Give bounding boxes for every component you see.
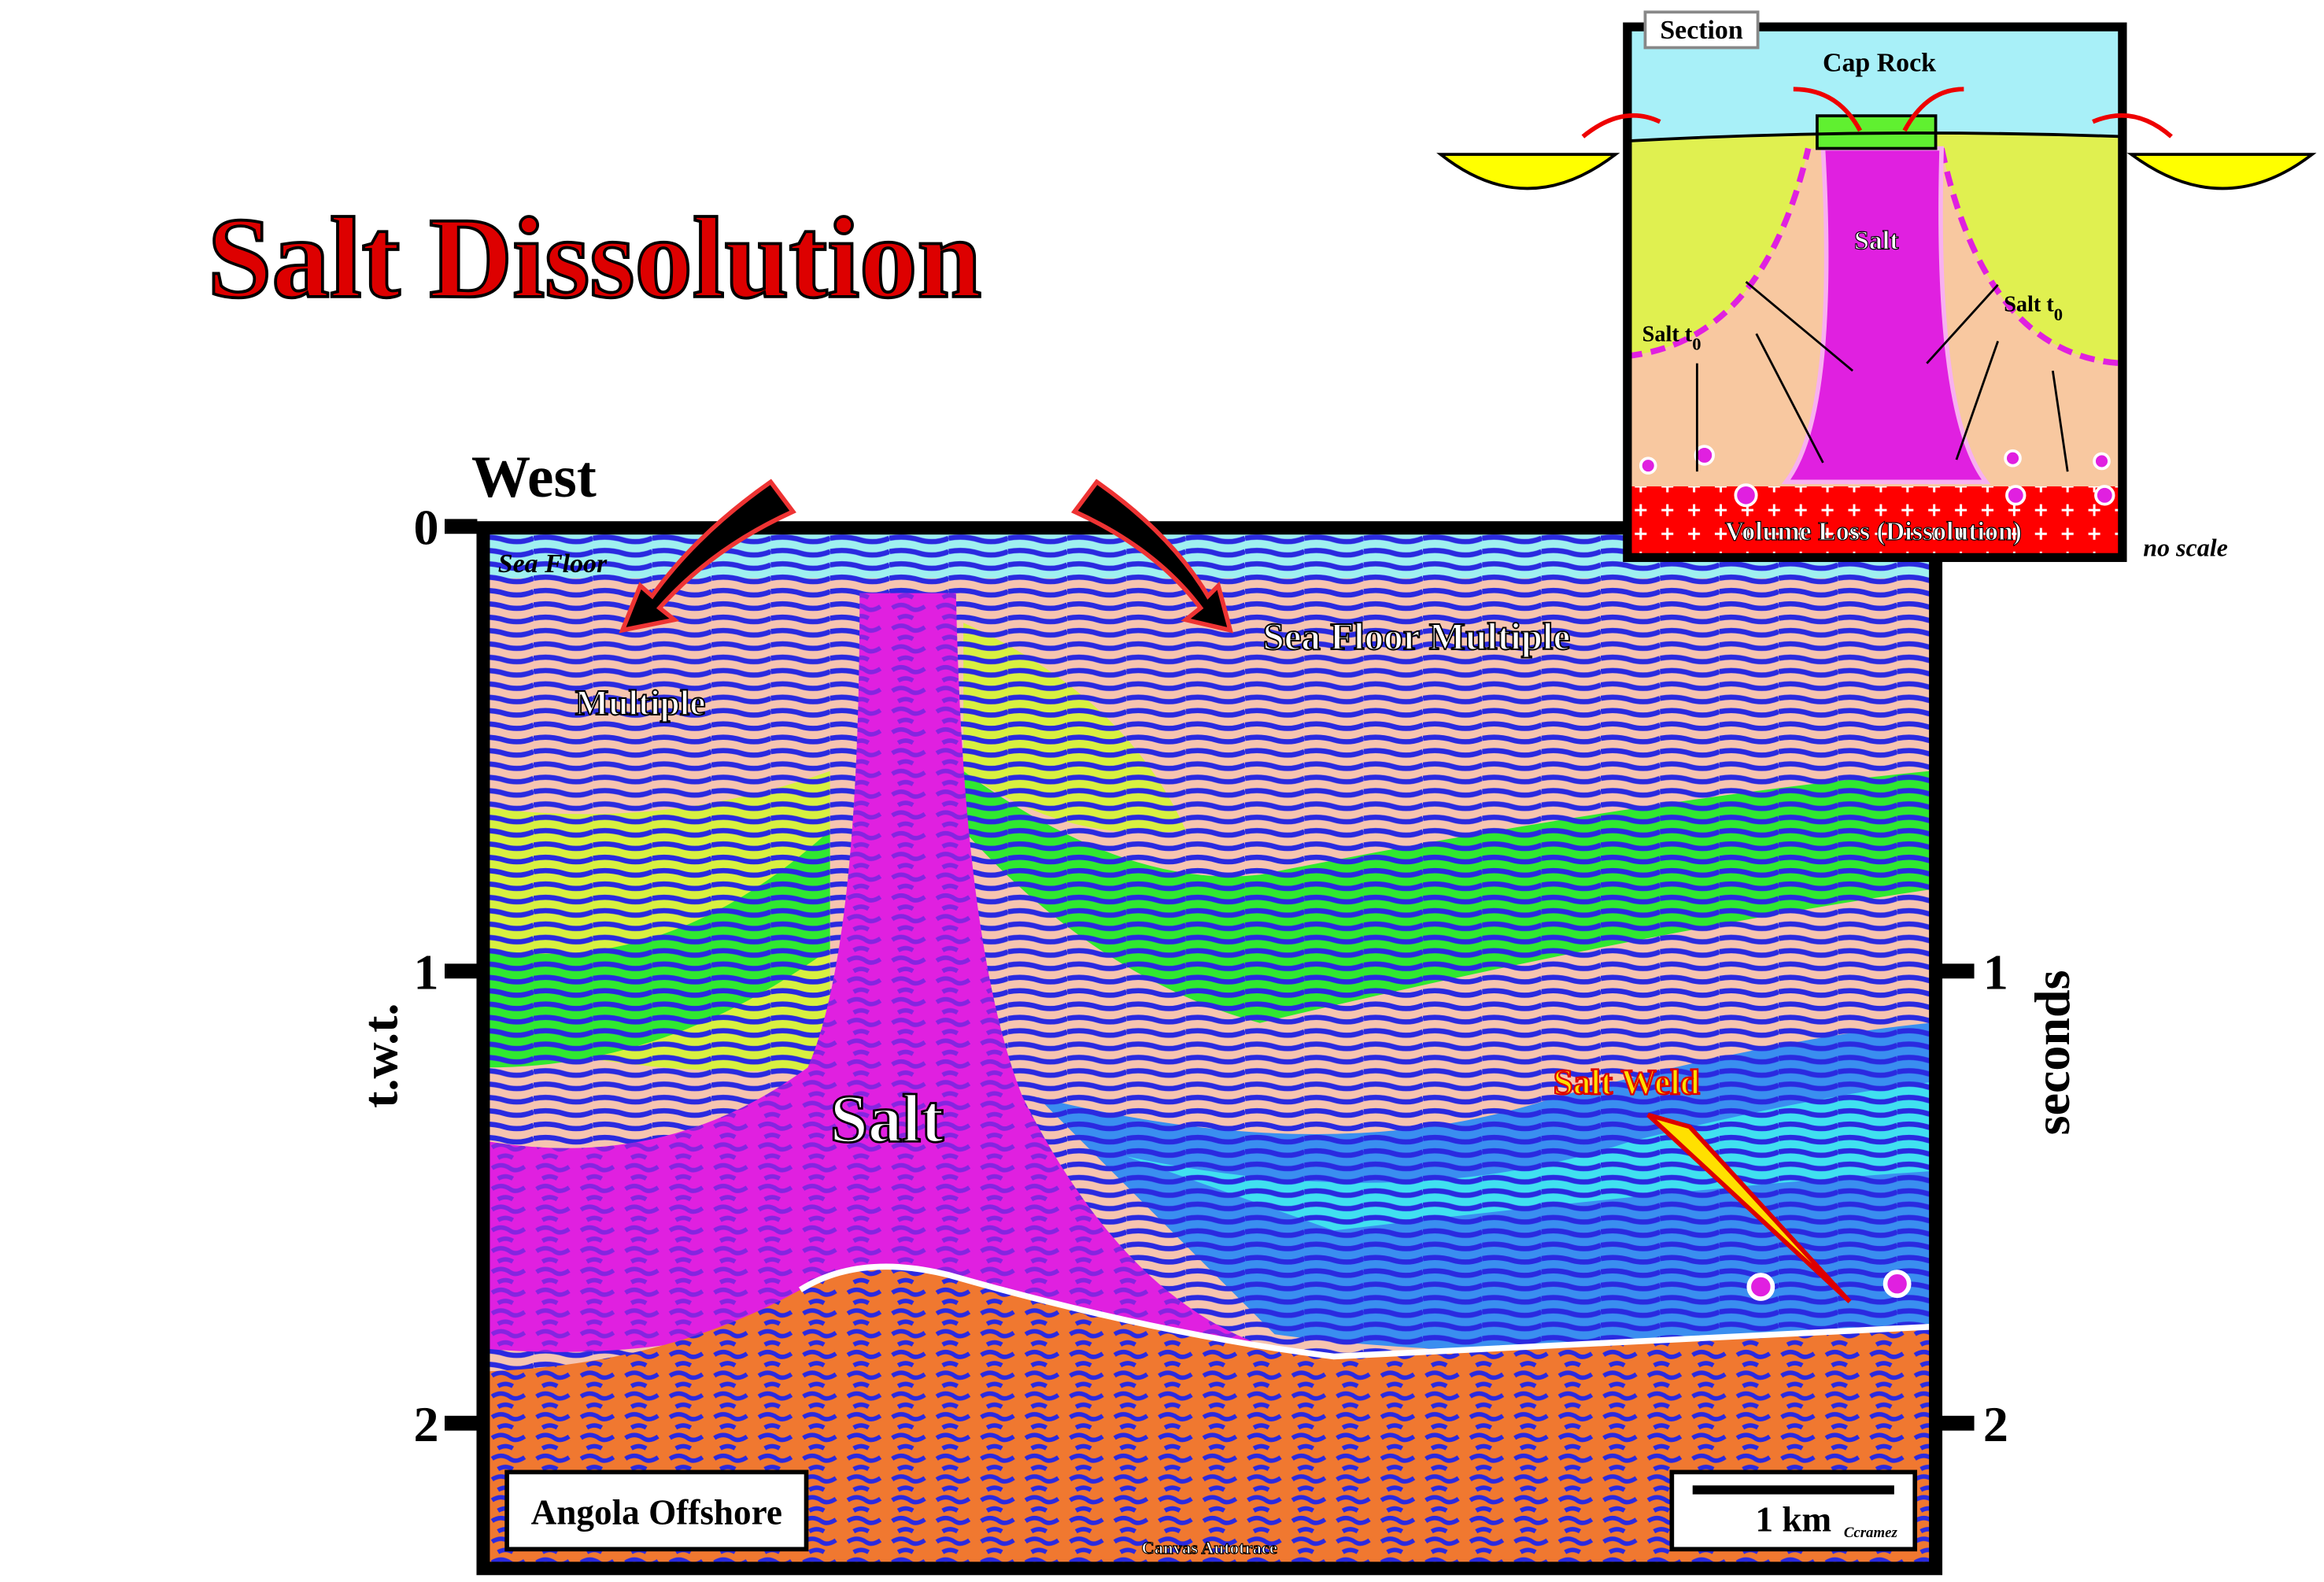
seismic-section bbox=[489, 534, 1931, 1563]
label-sub: 0 bbox=[2054, 305, 2063, 324]
left-axis: 0 1 2 bbox=[413, 499, 478, 1452]
weld-arrow bbox=[1646, 1112, 1852, 1303]
label: Cap Rock bbox=[1823, 49, 1936, 78]
inset-title: Section bbox=[1660, 16, 1743, 45]
label: Salt Weld bbox=[1554, 1063, 1700, 1102]
axis-label: seconds bbox=[2024, 970, 2080, 1135]
title: Salt Dissolution bbox=[208, 194, 982, 322]
scale: 1 km bbox=[1755, 1500, 1831, 1539]
location-box: Angola Offshore bbox=[504, 1469, 809, 1552]
inset: Section Cap Rock Salt Salt t0 Salt t0 Vo… bbox=[1436, 10, 2317, 563]
tick-label: 1 bbox=[413, 944, 438, 1000]
direction: West bbox=[471, 445, 597, 510]
tick-label: 0 bbox=[413, 499, 438, 555]
location: Angola Offshore bbox=[531, 1492, 782, 1532]
label: Sea Floor bbox=[498, 549, 608, 578]
label: Salt bbox=[830, 1081, 944, 1156]
label: Salt t0 bbox=[2004, 293, 2063, 324]
section-frame bbox=[476, 521, 1943, 1576]
label: no scale bbox=[2143, 533, 2228, 561]
arrow bbox=[1071, 479, 1234, 634]
label: Volume Loss (Dissolution) bbox=[1725, 517, 2022, 546]
label: Salt t0 bbox=[1642, 322, 1701, 353]
label: Salt bbox=[1854, 227, 1899, 256]
label-text: Salt t bbox=[1642, 322, 1693, 346]
tick-label: 2 bbox=[413, 1396, 438, 1452]
author: Ccramez bbox=[1844, 1525, 1898, 1541]
label-sub: 0 bbox=[1692, 335, 1701, 354]
scale-box: 1 km Ccramez bbox=[1669, 1469, 1918, 1552]
label: Multiple bbox=[575, 683, 706, 723]
axis-label: t.w.t. bbox=[353, 1003, 408, 1107]
tick-label: 2 bbox=[1983, 1396, 2008, 1452]
right-axis: 1 2 bbox=[1942, 944, 2008, 1452]
credit: Canvas Autotrace bbox=[1142, 1538, 1277, 1558]
label: Sea Floor Multiple bbox=[1263, 615, 1571, 658]
label-text: Salt t bbox=[2004, 293, 2054, 317]
tick-label: 1 bbox=[1983, 944, 2008, 1000]
arrow bbox=[619, 479, 796, 634]
